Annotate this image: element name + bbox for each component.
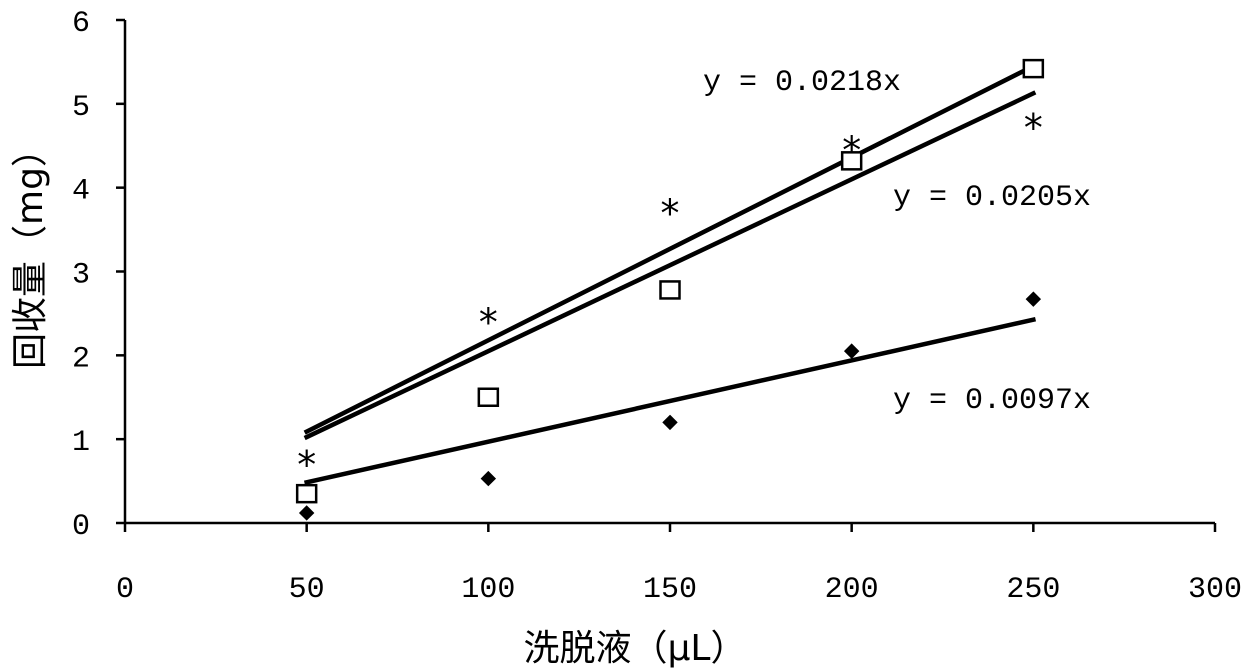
square-point	[295, 483, 318, 504]
diamond-point	[843, 343, 860, 359]
y-tick-label: 3	[72, 259, 90, 293]
x-tick-label: 100	[461, 573, 515, 607]
y-tick-label: 5	[72, 91, 90, 125]
y-tick-label: 4	[72, 175, 90, 209]
x-tick-label: 200	[825, 573, 879, 607]
data-points: * * * * *	[295, 58, 1045, 521]
fit-line-square	[303, 63, 1037, 435]
equation-label: y = 0.0205x	[893, 181, 1091, 215]
square-point	[659, 280, 681, 300]
x-tick-label: 250	[1006, 573, 1060, 607]
x-tick-label: 50	[289, 573, 325, 607]
asterisk-point: *	[477, 300, 500, 344]
y-tick-label: 0	[72, 510, 90, 544]
diamond-point	[480, 470, 497, 487]
equation-label: y = 0.0097x	[893, 384, 1091, 418]
y-tick-label: 6	[72, 7, 90, 41]
fit-line-diamond	[303, 317, 1037, 486]
asterisk-point: *	[295, 443, 318, 487]
square-point	[477, 387, 500, 407]
equation-labels: y = 0.0218x y = 0.0205x y = 0.0097x	[703, 66, 1091, 418]
x-tick-label: 0	[116, 573, 134, 607]
asterisk-point: *	[840, 129, 863, 173]
y-axis-title: 回收量（mg）	[10, 131, 51, 369]
fit-lines	[303, 63, 1037, 486]
asterisk-point: *	[659, 191, 682, 235]
x-tick-label: 300	[1188, 573, 1242, 607]
x-axis-title: 洗脱液（μL）	[524, 628, 747, 669]
x-tick-label: 150	[643, 573, 697, 607]
square-point	[1022, 58, 1045, 79]
diamond-point	[298, 505, 315, 521]
axes: 0 50 100 150 200 250 300 0 1 2 3 4 5 6 洗脱液（μL） 回收量（mg）	[10, 7, 1242, 669]
y-tick-label: 1	[72, 426, 90, 460]
square-point	[840, 151, 863, 171]
asterisk-point: *	[1022, 106, 1045, 150]
diamond-point	[1025, 291, 1042, 307]
equation-label: y = 0.0218x	[703, 66, 901, 100]
diamond-point	[662, 414, 678, 431]
fit-line-asterisk	[303, 90, 1037, 441]
y-tick-label: 2	[72, 342, 90, 376]
